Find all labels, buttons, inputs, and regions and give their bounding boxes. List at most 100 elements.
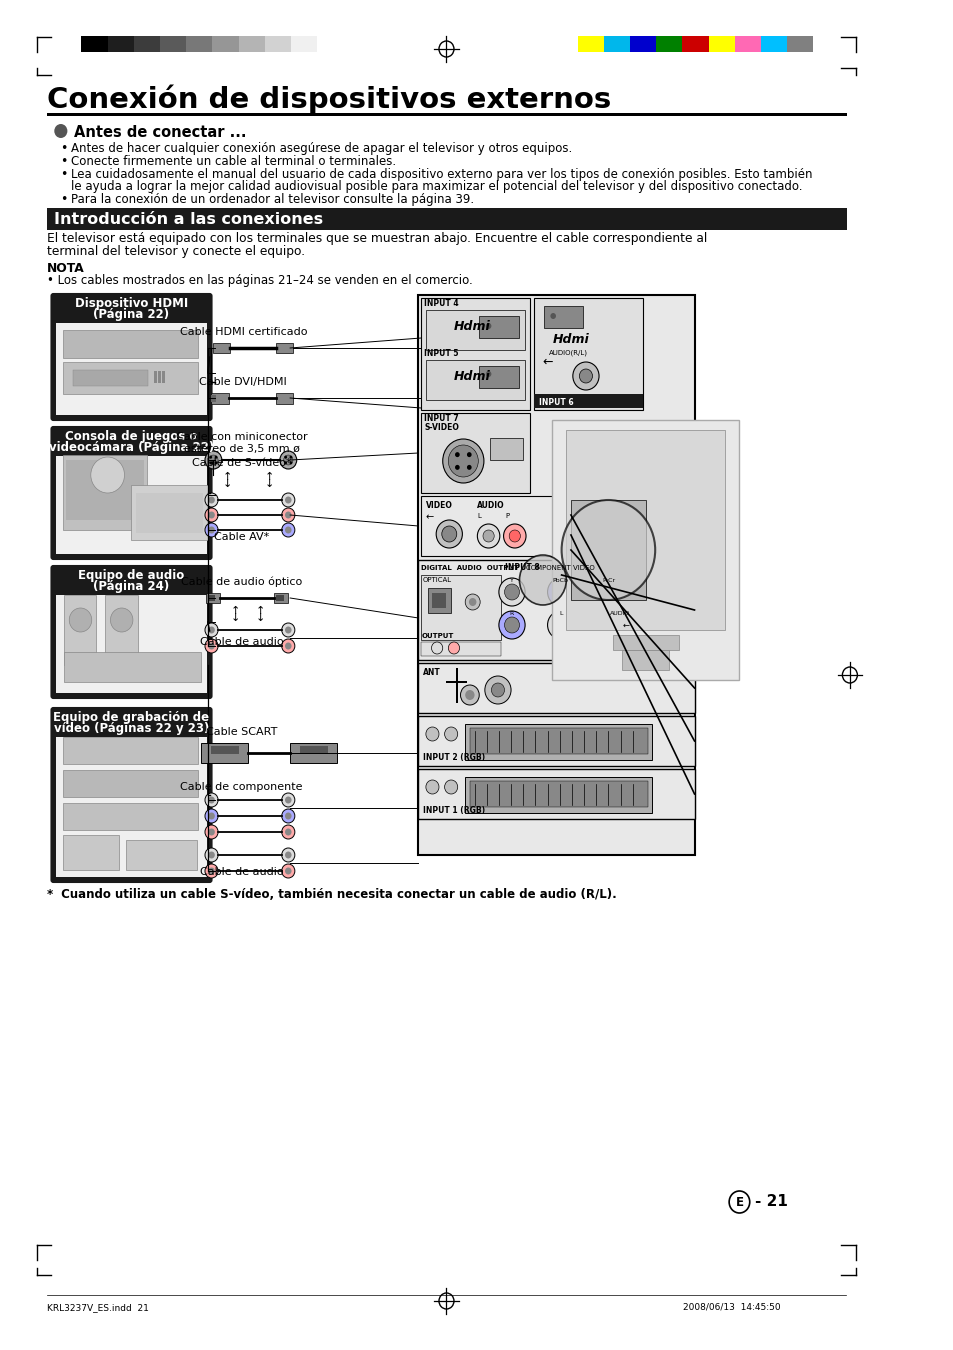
Circle shape bbox=[208, 852, 214, 859]
Text: ←: ← bbox=[541, 356, 552, 369]
Bar bbox=[73, 370, 148, 386]
Bar bbox=[613, 634, 678, 649]
Circle shape bbox=[205, 825, 218, 838]
Text: Cable de componente: Cable de componente bbox=[180, 782, 302, 792]
Text: Hdmi: Hdmi bbox=[454, 370, 490, 383]
Circle shape bbox=[596, 578, 621, 606]
Bar bbox=[275, 393, 293, 404]
Bar bbox=[708, 36, 734, 53]
Circle shape bbox=[285, 497, 292, 504]
Text: ↑: ↑ bbox=[231, 606, 240, 616]
Text: Y: Y bbox=[510, 578, 514, 583]
Circle shape bbox=[281, 825, 294, 838]
Bar bbox=[213, 36, 238, 53]
Circle shape bbox=[284, 456, 287, 459]
Text: Cable de audio óptico: Cable de audio óptico bbox=[181, 576, 302, 587]
Bar bbox=[552, 420, 739, 680]
Text: Equipo de grabación de: Equipo de grabación de bbox=[53, 711, 210, 724]
Circle shape bbox=[425, 728, 438, 741]
Bar bbox=[299, 747, 327, 755]
Text: AUDIO(R/L): AUDIO(R/L) bbox=[548, 350, 587, 356]
Text: Cable SCART: Cable SCART bbox=[206, 728, 277, 737]
Bar bbox=[418, 296, 694, 855]
Text: •: • bbox=[60, 193, 68, 207]
Text: estéreo de 3,5 mm ø: estéreo de 3,5 mm ø bbox=[183, 444, 299, 454]
Bar bbox=[418, 716, 694, 765]
Bar bbox=[213, 343, 230, 352]
Circle shape bbox=[281, 508, 294, 522]
Bar bbox=[131, 485, 208, 540]
Text: ANT: ANT bbox=[422, 668, 440, 676]
Text: ↓: ↓ bbox=[255, 613, 265, 622]
Circle shape bbox=[476, 524, 499, 548]
Bar bbox=[66, 460, 144, 520]
Text: *: * bbox=[47, 888, 53, 900]
Circle shape bbox=[448, 643, 459, 653]
Text: Consola de juegos o: Consola de juegos o bbox=[65, 431, 197, 443]
Circle shape bbox=[289, 462, 292, 464]
Bar bbox=[186, 36, 213, 53]
Text: - 21: - 21 bbox=[755, 1193, 787, 1210]
Circle shape bbox=[547, 612, 573, 639]
Circle shape bbox=[205, 508, 218, 522]
Circle shape bbox=[285, 626, 292, 633]
Bar bbox=[534, 298, 642, 410]
Bar bbox=[162, 371, 165, 383]
Circle shape bbox=[455, 464, 459, 470]
Circle shape bbox=[285, 852, 292, 859]
Circle shape bbox=[205, 451, 222, 468]
Circle shape bbox=[209, 455, 218, 464]
Circle shape bbox=[466, 452, 471, 458]
Text: Hdmi: Hdmi bbox=[553, 333, 589, 346]
Bar bbox=[206, 593, 220, 603]
Text: ↓: ↓ bbox=[265, 479, 274, 489]
Bar bbox=[63, 455, 147, 531]
Circle shape bbox=[504, 585, 519, 599]
Text: Dispositivo HDMI: Dispositivo HDMI bbox=[74, 297, 188, 310]
Bar bbox=[418, 769, 694, 819]
Circle shape bbox=[205, 848, 218, 863]
Text: COMPONENT VIDEO: COMPONENT VIDEO bbox=[525, 566, 594, 571]
Circle shape bbox=[285, 868, 292, 875]
Bar bbox=[656, 36, 681, 53]
Text: •: • bbox=[60, 155, 68, 167]
Circle shape bbox=[70, 608, 91, 632]
Bar bbox=[208, 595, 215, 601]
Bar bbox=[154, 371, 157, 383]
Bar bbox=[465, 724, 652, 760]
Text: PrCr: PrCr bbox=[602, 578, 616, 583]
Circle shape bbox=[209, 456, 212, 459]
Circle shape bbox=[504, 617, 519, 633]
Circle shape bbox=[572, 362, 598, 390]
Circle shape bbox=[519, 555, 566, 605]
Circle shape bbox=[208, 813, 214, 819]
Circle shape bbox=[466, 464, 471, 470]
Circle shape bbox=[503, 524, 525, 548]
Text: Cable AV*: Cable AV* bbox=[213, 532, 269, 541]
Text: 2008/06/13  14:45:50: 2008/06/13 14:45:50 bbox=[682, 1303, 781, 1312]
Circle shape bbox=[208, 868, 214, 875]
Text: terminal del televisor y conecte el equipo.: terminal del televisor y conecte el equi… bbox=[47, 244, 305, 258]
Circle shape bbox=[550, 313, 556, 319]
Bar bbox=[63, 803, 198, 830]
Circle shape bbox=[281, 809, 294, 824]
Circle shape bbox=[436, 520, 462, 548]
Text: ↑: ↑ bbox=[255, 606, 265, 616]
Circle shape bbox=[289, 456, 292, 459]
Text: INPUT 6: INPUT 6 bbox=[538, 398, 573, 406]
Bar bbox=[603, 36, 629, 53]
Bar bbox=[629, 36, 656, 53]
Text: vídeo (Páginas 22 y 23): vídeo (Páginas 22 y 23) bbox=[53, 722, 209, 734]
Circle shape bbox=[455, 452, 459, 458]
Bar bbox=[291, 36, 317, 53]
Text: NOTA: NOTA bbox=[47, 262, 85, 275]
Circle shape bbox=[578, 369, 592, 383]
Text: Cable con miniconector: Cable con miniconector bbox=[175, 432, 307, 441]
Text: (Página 24): (Página 24) bbox=[93, 580, 170, 593]
Circle shape bbox=[208, 829, 214, 836]
Circle shape bbox=[285, 813, 292, 819]
Circle shape bbox=[444, 728, 457, 741]
Bar bbox=[427, 589, 451, 613]
Circle shape bbox=[469, 598, 476, 606]
Text: INPUT 4: INPUT 4 bbox=[423, 298, 458, 308]
